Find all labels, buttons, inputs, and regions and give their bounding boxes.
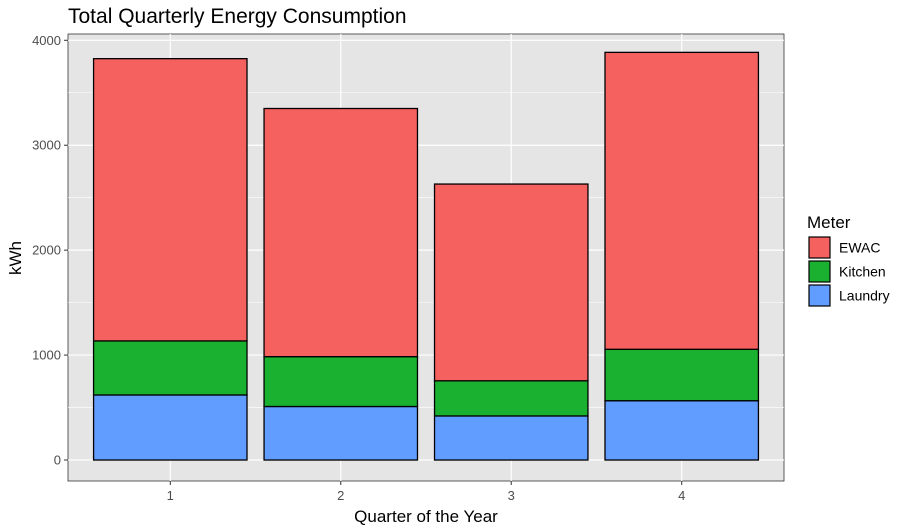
bar-kitchen-q3 bbox=[433, 380, 589, 417]
bar-laundry-q4 bbox=[604, 400, 760, 461]
legend-swatch-kitchen bbox=[808, 260, 831, 283]
bar-laundry-q2 bbox=[263, 405, 419, 461]
x-tick-label: 1 bbox=[167, 488, 174, 503]
bar-ewac-q2 bbox=[263, 107, 419, 358]
y-axis-title: kWh bbox=[6, 241, 25, 275]
bar-kitchen-q4 bbox=[604, 348, 760, 402]
bar-kitchen-q2 bbox=[263, 356, 419, 408]
y-tick-label: 0 bbox=[54, 453, 61, 468]
chart-title: Total Quarterly Energy Consumption bbox=[68, 5, 407, 28]
legend: Meter EWAC Kitchen Laundry bbox=[807, 213, 890, 307]
bars bbox=[92, 51, 760, 461]
bar-laundry-q1 bbox=[92, 394, 248, 461]
bar-ewac-q3 bbox=[433, 183, 589, 382]
legend-swatch-laundry bbox=[808, 284, 831, 307]
y-axis: 0 1000 2000 3000 4000 bbox=[32, 33, 68, 468]
x-axis-title: Quarter of the Year bbox=[354, 507, 498, 526]
y-tick-label: 4000 bbox=[32, 33, 61, 48]
legend-label-laundry: Laundry bbox=[839, 288, 890, 304]
x-tick-label: 4 bbox=[678, 488, 685, 503]
bar-laundry-q3 bbox=[433, 415, 589, 461]
legend-title: Meter bbox=[807, 213, 851, 232]
y-tick-label: 3000 bbox=[32, 138, 61, 153]
legend-swatch-ewac bbox=[808, 236, 831, 259]
bar-kitchen-q1 bbox=[92, 340, 248, 396]
x-axis: 1 2 3 4 bbox=[167, 481, 685, 503]
y-tick-label: 2000 bbox=[32, 243, 61, 258]
bar-ewac-q1 bbox=[92, 58, 248, 342]
bar-ewac-q4 bbox=[604, 51, 760, 350]
legend-label-kitchen: Kitchen bbox=[839, 264, 886, 280]
x-tick-label: 3 bbox=[508, 488, 515, 503]
legend-label-ewac: EWAC bbox=[839, 240, 880, 256]
y-tick-label: 1000 bbox=[32, 348, 61, 363]
x-tick-label: 2 bbox=[337, 488, 344, 503]
